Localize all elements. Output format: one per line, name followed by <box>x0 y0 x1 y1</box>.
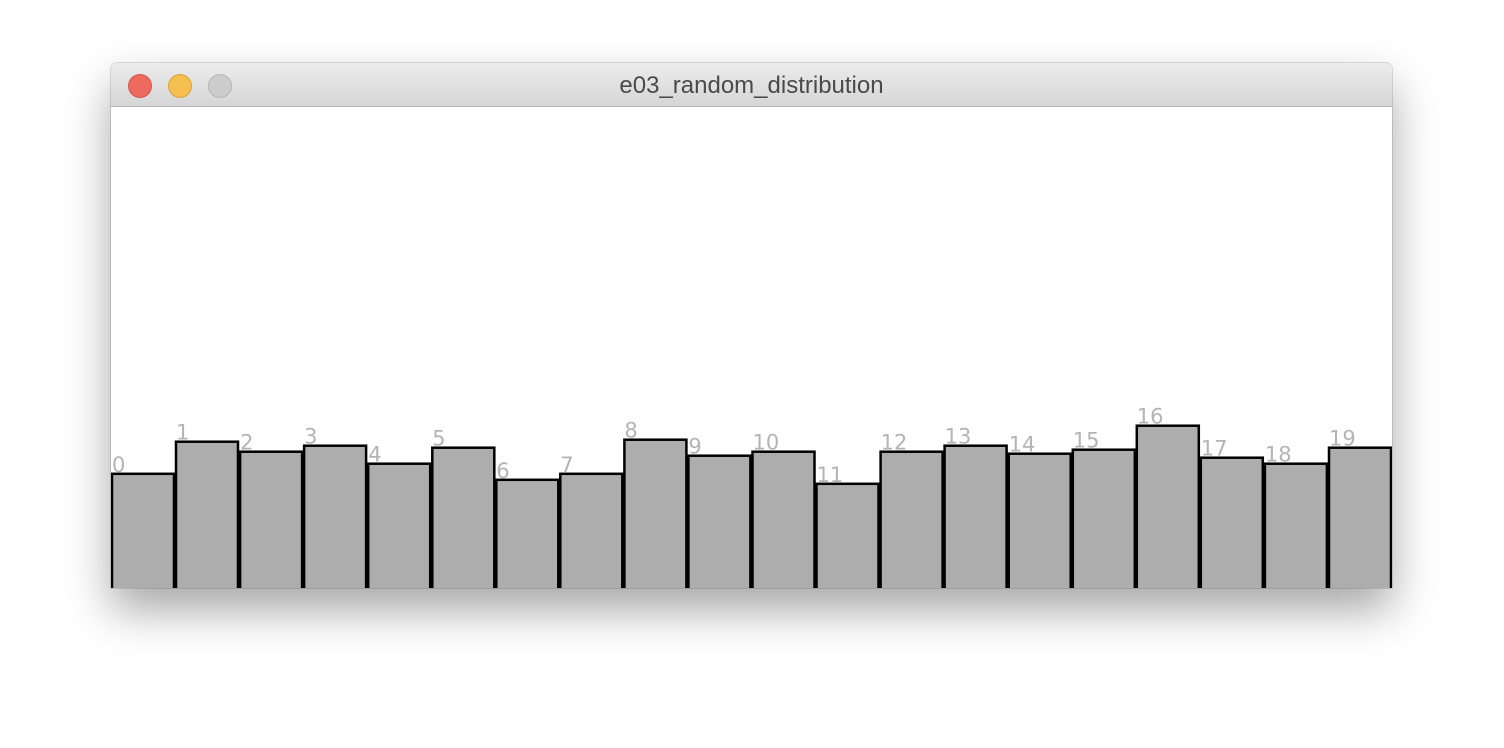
window-title: e03_random_distribution <box>619 72 884 99</box>
title-bar[interactable]: e03_random_distribution <box>111 63 1392 107</box>
histogram-bar-4 <box>366 462 432 588</box>
histogram-bar-7 <box>559 472 624 588</box>
histogram-bar-12 <box>879 450 944 588</box>
histogram-bar-14 <box>1007 452 1072 588</box>
histogram-bar-15 <box>1071 448 1137 588</box>
bin-label-11: 11 <box>817 463 844 487</box>
bin-label-15: 15 <box>1073 429 1100 453</box>
bin-label-16: 16 <box>1137 405 1164 429</box>
histogram-bar-13 <box>943 444 1008 588</box>
bin-label-9: 9 <box>688 435 701 459</box>
histogram-bar-6 <box>495 478 560 588</box>
bin-label-8: 8 <box>624 419 637 443</box>
bin-label-0: 0 <box>112 453 125 477</box>
bin-label-18: 18 <box>1265 443 1292 467</box>
bin-label-7: 7 <box>560 453 573 477</box>
bin-label-12: 12 <box>881 431 908 455</box>
bin-label-6: 6 <box>496 459 509 483</box>
bin-label-4: 4 <box>368 443 381 467</box>
histogram-bar-3 <box>302 444 368 588</box>
bin-label-3: 3 <box>304 425 317 449</box>
bin-label-1: 1 <box>176 421 189 445</box>
histogram-bar-2 <box>238 450 304 588</box>
bin-label-17: 17 <box>1201 437 1228 461</box>
sketch-canvas: 0 1 2 3 4 5 6 7 8 9 10 11 12 13 14 15 16 17 18 19 <box>111 107 1392 588</box>
bin-label-5: 5 <box>432 427 445 451</box>
histogram-bar-17 <box>1199 456 1265 588</box>
minimize-button[interactable] <box>168 74 192 98</box>
close-button[interactable] <box>128 74 152 98</box>
zoom-button[interactable] <box>208 74 232 98</box>
histogram-bar-11 <box>815 482 880 588</box>
histogram-bar-1 <box>174 440 240 588</box>
bin-label-2: 2 <box>240 431 253 455</box>
histogram-bar-0 <box>111 472 176 588</box>
bin-label-13: 13 <box>945 425 972 449</box>
histogram-bar-9 <box>687 454 752 588</box>
app-window: e03_random_distribution 0 1 2 3 4 5 6 7 8 9 10 11 12… <box>111 63 1392 588</box>
histogram-bar-10 <box>751 450 816 588</box>
histogram-bar-16 <box>1135 424 1201 588</box>
histogram-bar-5 <box>431 446 496 588</box>
bin-label-14: 14 <box>1009 433 1036 457</box>
histogram-bar-8 <box>623 438 688 588</box>
histogram-bar-19 <box>1327 446 1392 588</box>
histogram-bar-18 <box>1263 462 1329 588</box>
bin-label-19: 19 <box>1329 427 1356 451</box>
bin-label-10: 10 <box>753 431 780 455</box>
